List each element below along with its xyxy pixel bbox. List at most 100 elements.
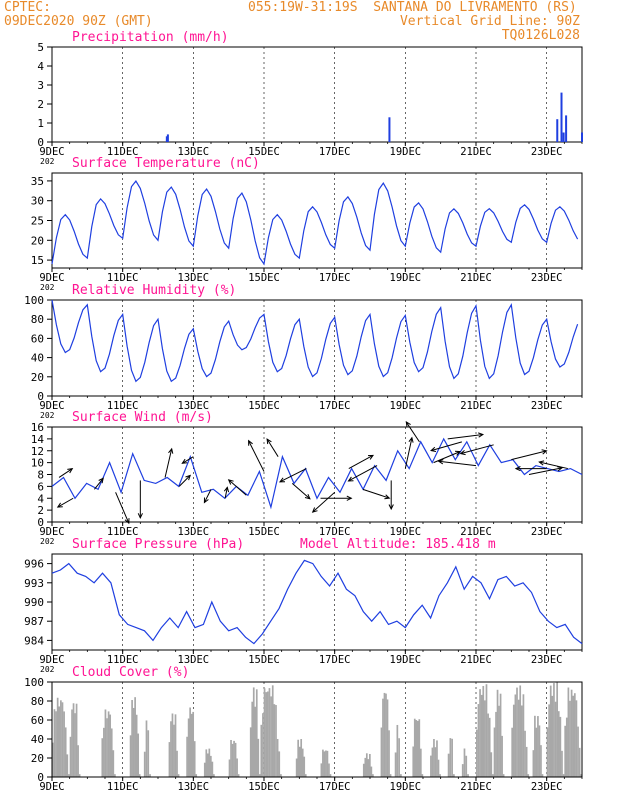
cloud-bar: [519, 685, 522, 777]
cloud-bar: [396, 724, 399, 777]
cloud-bar: [485, 684, 488, 777]
wind-arrow-head: [346, 495, 353, 501]
x-tick-label: 13DEC: [178, 146, 210, 158]
cloud-bar: [211, 761, 214, 777]
cloud-bar: [72, 703, 75, 777]
cloud-bar: [578, 747, 581, 777]
year-stub-label: 202: [40, 411, 55, 420]
cloud-bar: [63, 711, 65, 777]
cloud-bar: [573, 693, 576, 777]
humidity-line: [51, 299, 579, 383]
cloud-bar: [186, 736, 188, 777]
y-tick-label: 20: [31, 234, 44, 247]
plot-frame: [51, 553, 583, 651]
wind-arrow-head: [98, 477, 104, 484]
plot-frame: [51, 46, 583, 143]
y-tick-label: 4: [37, 492, 44, 505]
wind-arrow: [348, 454, 374, 470]
cloud-bar: [320, 763, 323, 777]
cloud-bar: [367, 759, 370, 777]
year-stub-label: 202: [40, 537, 55, 546]
y-tick-label: 20: [31, 371, 44, 384]
cloud-bar: [171, 713, 174, 777]
y-tick-label: 0: [37, 516, 44, 529]
cloud-bar: [492, 774, 494, 777]
cloud-bar: [74, 713, 76, 777]
cloud-bar: [237, 774, 240, 777]
cloud-bar: [418, 719, 421, 777]
cloud-bar: [501, 735, 503, 777]
cloud-bar: [209, 755, 212, 777]
cloud-bar: [298, 746, 301, 777]
cloud-bar: [537, 716, 539, 777]
cloud-bar: [295, 758, 298, 777]
cloud-bar: [436, 740, 438, 777]
cloud-bar: [205, 749, 208, 777]
y-tick-label: 20: [31, 752, 44, 765]
cloud-bar: [388, 730, 390, 777]
cloud-bar: [577, 726, 579, 777]
y-tick-label: 12: [31, 445, 44, 458]
x-tick-label: 23DEC: [531, 272, 563, 284]
cloud-bar: [262, 713, 264, 777]
cloud-bar: [134, 697, 136, 777]
x-tick-label: 13DEC: [178, 654, 210, 666]
cloud-bar: [541, 774, 544, 777]
cloud-bar: [551, 695, 554, 777]
cloud-bar: [129, 735, 132, 777]
panel-title: Surface Wind (m/s): [72, 410, 213, 425]
y-tick-label: 14: [31, 433, 45, 446]
x-tick-label: 11DEC: [107, 781, 139, 793]
precip-bar: [565, 115, 568, 142]
wind-arrow-head: [384, 494, 391, 500]
y-tick-label: 5: [37, 41, 44, 54]
y-tick-label: 987: [24, 615, 44, 628]
cloud-bar: [516, 687, 518, 777]
cloud-bar: [430, 755, 432, 777]
wind-arrow-head: [223, 486, 230, 493]
wind-arrow: [182, 456, 194, 464]
y-tick-label: 3: [37, 79, 44, 92]
pressure-line: [51, 559, 583, 645]
cloud-bar: [535, 727, 538, 777]
wind-arrow-head: [478, 432, 485, 438]
x-tick-label: 9DEC: [39, 781, 64, 793]
panel-title: Surface Pressure (hPa): [72, 537, 244, 552]
cloud-bar: [463, 748, 466, 777]
wind-arrow: [405, 421, 420, 443]
header-run-date: 09DEC2020 90Z (GMT): [4, 14, 153, 29]
cloud-bar: [532, 750, 535, 777]
cloud-bar: [326, 750, 329, 777]
header-code: TQ0126L028: [501, 28, 580, 43]
cloud-bar: [525, 746, 528, 777]
cloud-bar: [461, 764, 464, 777]
x-tick-label: 23DEC: [531, 146, 563, 158]
y-tick-label: 0: [37, 136, 44, 149]
cloud-bar: [416, 720, 419, 777]
x-tick-label: 13DEC: [178, 400, 210, 412]
wind-arrow-head: [185, 474, 192, 481]
precip-bar: [166, 134, 169, 142]
cloud-bar: [386, 699, 389, 777]
y-tick-label: 80: [31, 695, 44, 708]
wind-arrow-head: [311, 507, 318, 513]
cloud-bar: [382, 698, 384, 777]
cloud-bar: [495, 711, 497, 777]
cloud-bar: [325, 750, 327, 777]
cloud-bar: [488, 717, 491, 777]
y-tick-label: 990: [24, 596, 44, 609]
x-tick-label: 15DEC: [248, 146, 280, 158]
panel-title: Precipitation (mm/h): [72, 30, 229, 45]
wind-speed-line: [51, 437, 583, 510]
cloud-bar: [206, 753, 209, 777]
y-tick-label: 100: [24, 676, 44, 689]
cloud-bar: [304, 774, 307, 777]
cloud-bar: [415, 720, 418, 777]
wind-arrow-head: [541, 449, 548, 455]
cloud-bar: [389, 774, 392, 777]
cloud-bar: [266, 691, 269, 777]
cloud-bar: [64, 727, 67, 777]
cloud-bar: [233, 740, 235, 777]
cloud-bar: [192, 711, 195, 777]
